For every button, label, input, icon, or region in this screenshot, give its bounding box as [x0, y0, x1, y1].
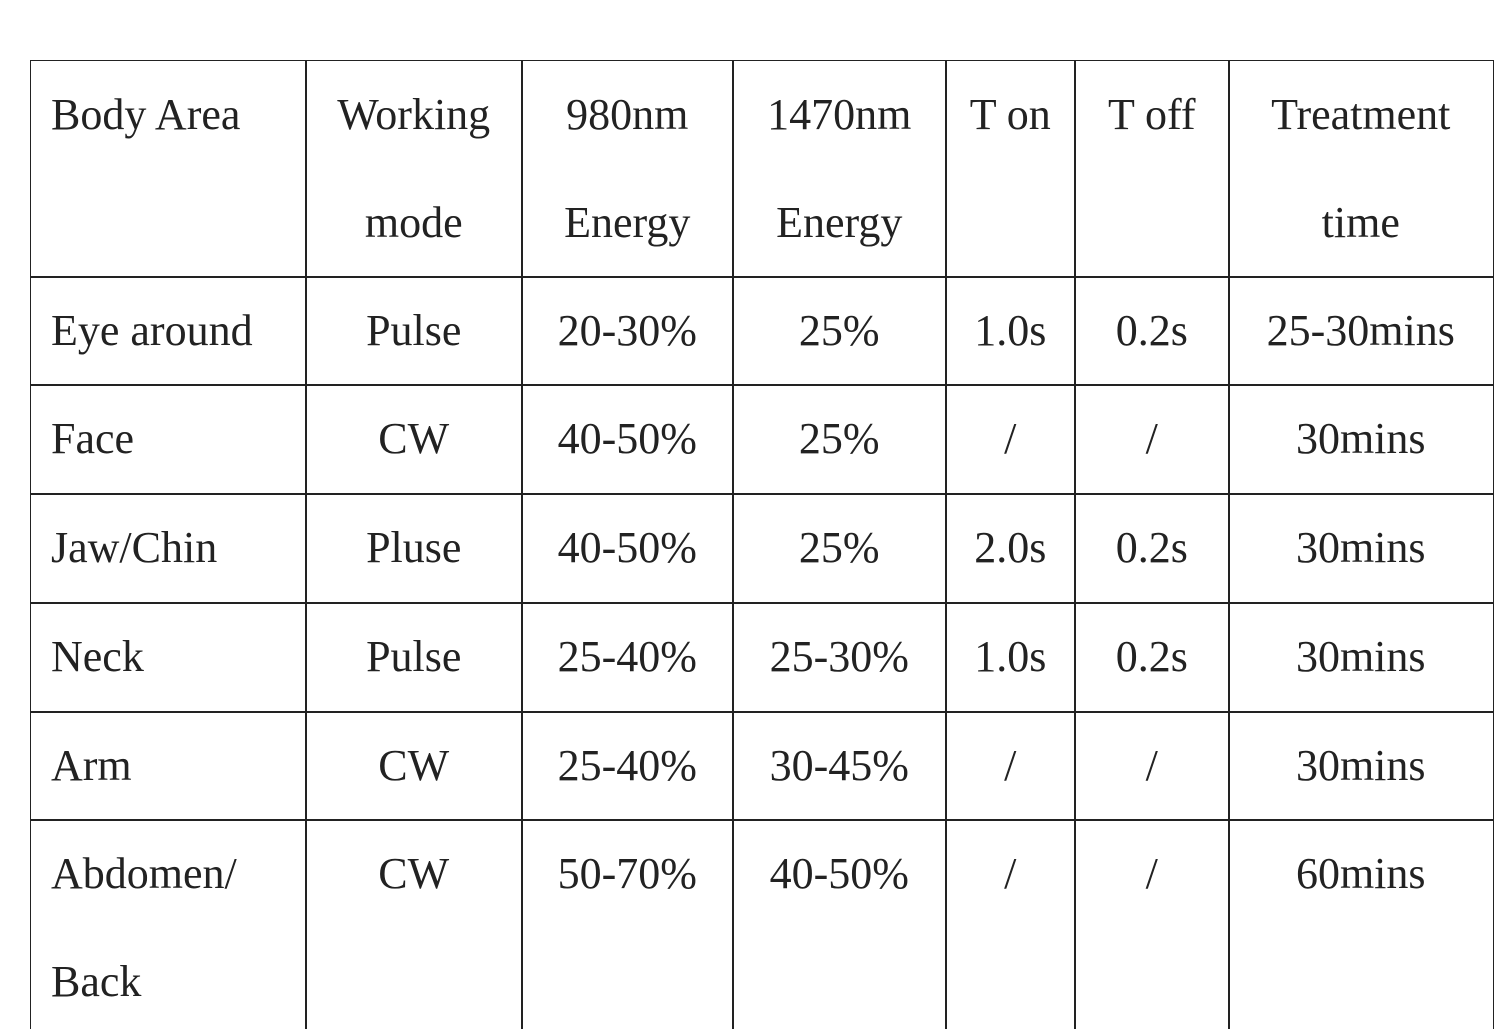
table-cell: 30mins — [1228, 384, 1494, 495]
table-cell: Jaw/Chin — [30, 493, 307, 604]
table-cell: CW — [305, 711, 523, 821]
table-cell: Pluse — [305, 493, 523, 604]
header-cell: T on — [945, 60, 1076, 278]
table-cell: Neck — [30, 602, 307, 713]
table-cell: 25% — [732, 276, 947, 386]
table-cell: Pulse — [305, 602, 523, 713]
table-cell: 0.2s — [1074, 602, 1230, 713]
table-cell: / — [1074, 711, 1230, 821]
table-cell: 0.2s — [1074, 276, 1230, 386]
table-cell: 20-30% — [521, 276, 734, 386]
table-cell: Abdomen/ Back — [30, 819, 307, 1029]
table-cell: 0.2s — [1074, 493, 1230, 604]
table-cell: 60mins — [1228, 819, 1494, 1029]
table-cell: 1.0s — [945, 276, 1076, 386]
table-cell: 2.0s — [945, 493, 1076, 604]
header-cell: Treatment time — [1228, 60, 1494, 278]
header-cell: Working mode — [305, 60, 523, 278]
table-cell: 30mins — [1228, 602, 1494, 713]
table-cell: 25-30% — [732, 602, 947, 713]
header-cell: 980nm Energy — [521, 60, 734, 278]
table-cell: / — [945, 819, 1076, 1029]
table-cell: CW — [305, 384, 523, 495]
header-cell: T off — [1074, 60, 1230, 278]
table-cell: 25-40% — [521, 602, 734, 713]
table-cell: CW — [305, 819, 523, 1029]
table-cell: Arm — [30, 711, 307, 821]
table-cell: 25% — [732, 384, 947, 495]
table-cell: 1.0s — [945, 602, 1076, 713]
table-cell: / — [945, 384, 1076, 495]
table-cell: 25% — [732, 493, 947, 604]
table-cell: 40-50% — [521, 384, 734, 495]
table-cell: 25-30mins — [1228, 276, 1494, 386]
header-cell: 1470nm Energy — [732, 60, 947, 278]
table-cell: Face — [30, 384, 307, 495]
table-cell: / — [1074, 819, 1230, 1029]
table-cell: 40-50% — [732, 819, 947, 1029]
table-cell: / — [1074, 384, 1230, 495]
table-cell: 30-45% — [732, 711, 947, 821]
table-cell: 30mins — [1228, 493, 1494, 604]
table-cell: 25-40% — [521, 711, 734, 821]
table-cell: Pulse — [305, 276, 523, 386]
table-cell: 30mins — [1228, 711, 1494, 821]
header-cell: Body Area — [30, 60, 307, 278]
table-cell: 50-70% — [521, 819, 734, 1029]
table-cell: 40-50% — [521, 493, 734, 604]
table-cell: Eye around — [30, 276, 307, 386]
table-cell: / — [945, 711, 1076, 821]
